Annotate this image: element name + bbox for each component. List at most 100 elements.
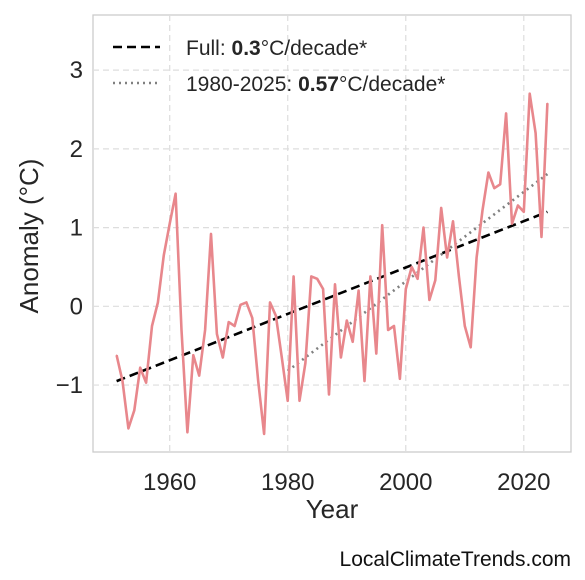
x-tick-label: 1980 xyxy=(261,469,314,496)
data-point xyxy=(269,301,271,303)
y-tick-label: 3 xyxy=(70,57,83,84)
data-point xyxy=(263,433,265,435)
x-tick-label: 2020 xyxy=(497,469,550,496)
data-point xyxy=(328,393,330,396)
data-point xyxy=(281,356,283,359)
data-point xyxy=(346,319,348,322)
data-point xyxy=(157,301,159,303)
data-point xyxy=(204,329,206,331)
data-point xyxy=(251,317,253,319)
data-point xyxy=(546,102,548,104)
y-tick-label: −1 xyxy=(56,372,83,399)
trend-full-line xyxy=(116,210,548,383)
data-point xyxy=(322,288,324,290)
data-point xyxy=(523,211,525,213)
data-point xyxy=(310,275,312,278)
legend-full-value: 0.3 xyxy=(232,37,261,60)
data-point xyxy=(257,380,259,382)
data-point xyxy=(192,354,194,356)
data-point xyxy=(169,223,171,225)
legend-recent-suffix: °C/decade* xyxy=(339,73,445,96)
y-tick-label: 0 xyxy=(70,293,83,320)
data-point xyxy=(399,378,401,380)
x-axis-title: Year xyxy=(306,494,359,524)
data-point xyxy=(393,325,395,327)
data-point xyxy=(216,333,218,335)
data-point xyxy=(121,380,124,382)
plot-area xyxy=(92,14,572,453)
data-point xyxy=(487,171,489,174)
data-point xyxy=(316,278,318,280)
data-point xyxy=(139,367,141,369)
data-point xyxy=(375,352,377,355)
data-point xyxy=(340,356,342,359)
data-point xyxy=(127,427,130,429)
data-point xyxy=(534,132,537,134)
data-point xyxy=(222,356,224,359)
data-point xyxy=(505,112,507,115)
y-tick-labels: −1 0 1 2 3 xyxy=(56,57,83,399)
data-point xyxy=(452,220,454,222)
y-tick-label: 1 xyxy=(70,215,83,242)
data-point xyxy=(416,278,419,280)
data-point xyxy=(145,382,147,384)
data-point xyxy=(387,329,389,331)
data-point xyxy=(287,400,289,402)
data-point xyxy=(228,321,230,323)
data-point xyxy=(446,256,448,259)
data-point xyxy=(464,325,466,327)
data-point xyxy=(357,289,360,292)
watermark: LocalClimateTrends.com xyxy=(339,548,571,571)
data-point xyxy=(175,193,177,195)
data-point xyxy=(499,183,501,185)
legend-recent-prefix: 1980-2025: xyxy=(186,73,298,96)
data-point xyxy=(434,279,436,281)
temperature-anomaly-line xyxy=(115,92,549,436)
data-point xyxy=(517,204,519,207)
data-point xyxy=(163,254,165,256)
data-point xyxy=(405,288,407,290)
data-point xyxy=(440,207,442,209)
data-point xyxy=(239,304,242,306)
data-point xyxy=(540,236,543,238)
x-tick-label: 1960 xyxy=(143,469,196,496)
data-point xyxy=(180,329,183,331)
data-point xyxy=(198,375,200,377)
data-point xyxy=(511,223,513,225)
legend-full-suffix: °C/decade* xyxy=(261,37,367,60)
data-point xyxy=(210,233,212,235)
data-point xyxy=(458,275,460,278)
y-tick-label: 2 xyxy=(70,136,83,163)
data-point xyxy=(369,275,371,278)
data-point xyxy=(298,400,301,402)
data-point xyxy=(381,224,383,226)
data-point xyxy=(428,299,430,301)
x-tick-label: 2000 xyxy=(379,469,432,496)
data-point xyxy=(470,346,472,348)
data-point xyxy=(481,209,484,211)
data-point xyxy=(411,266,413,268)
data-point xyxy=(133,409,135,411)
data-point xyxy=(529,93,531,95)
legend-recent-value: 0.57 xyxy=(298,73,339,96)
series-points xyxy=(116,93,548,435)
data-point xyxy=(493,187,495,189)
data-point xyxy=(304,362,307,364)
legend-recent-label: 1980-2025: 0.57°C/decade* xyxy=(186,73,445,96)
data-point xyxy=(422,226,425,229)
data-point xyxy=(352,341,354,343)
legend: Full: 0.3°C/decade* 1980-2025: 0.57°C/de… xyxy=(113,37,445,96)
data-point xyxy=(234,325,236,327)
data-point xyxy=(363,380,366,382)
data-point xyxy=(186,431,189,433)
y-axis-title: Anomaly (°C) xyxy=(14,159,44,314)
data-point xyxy=(475,256,478,259)
data-point xyxy=(245,301,248,303)
data-point xyxy=(116,354,118,356)
data-point xyxy=(275,315,277,317)
legend-full-prefix: Full: xyxy=(186,37,232,60)
data-point xyxy=(334,283,336,285)
data-point xyxy=(151,325,153,327)
x-tick-labels: 1960 1980 2000 2020 xyxy=(143,469,550,496)
